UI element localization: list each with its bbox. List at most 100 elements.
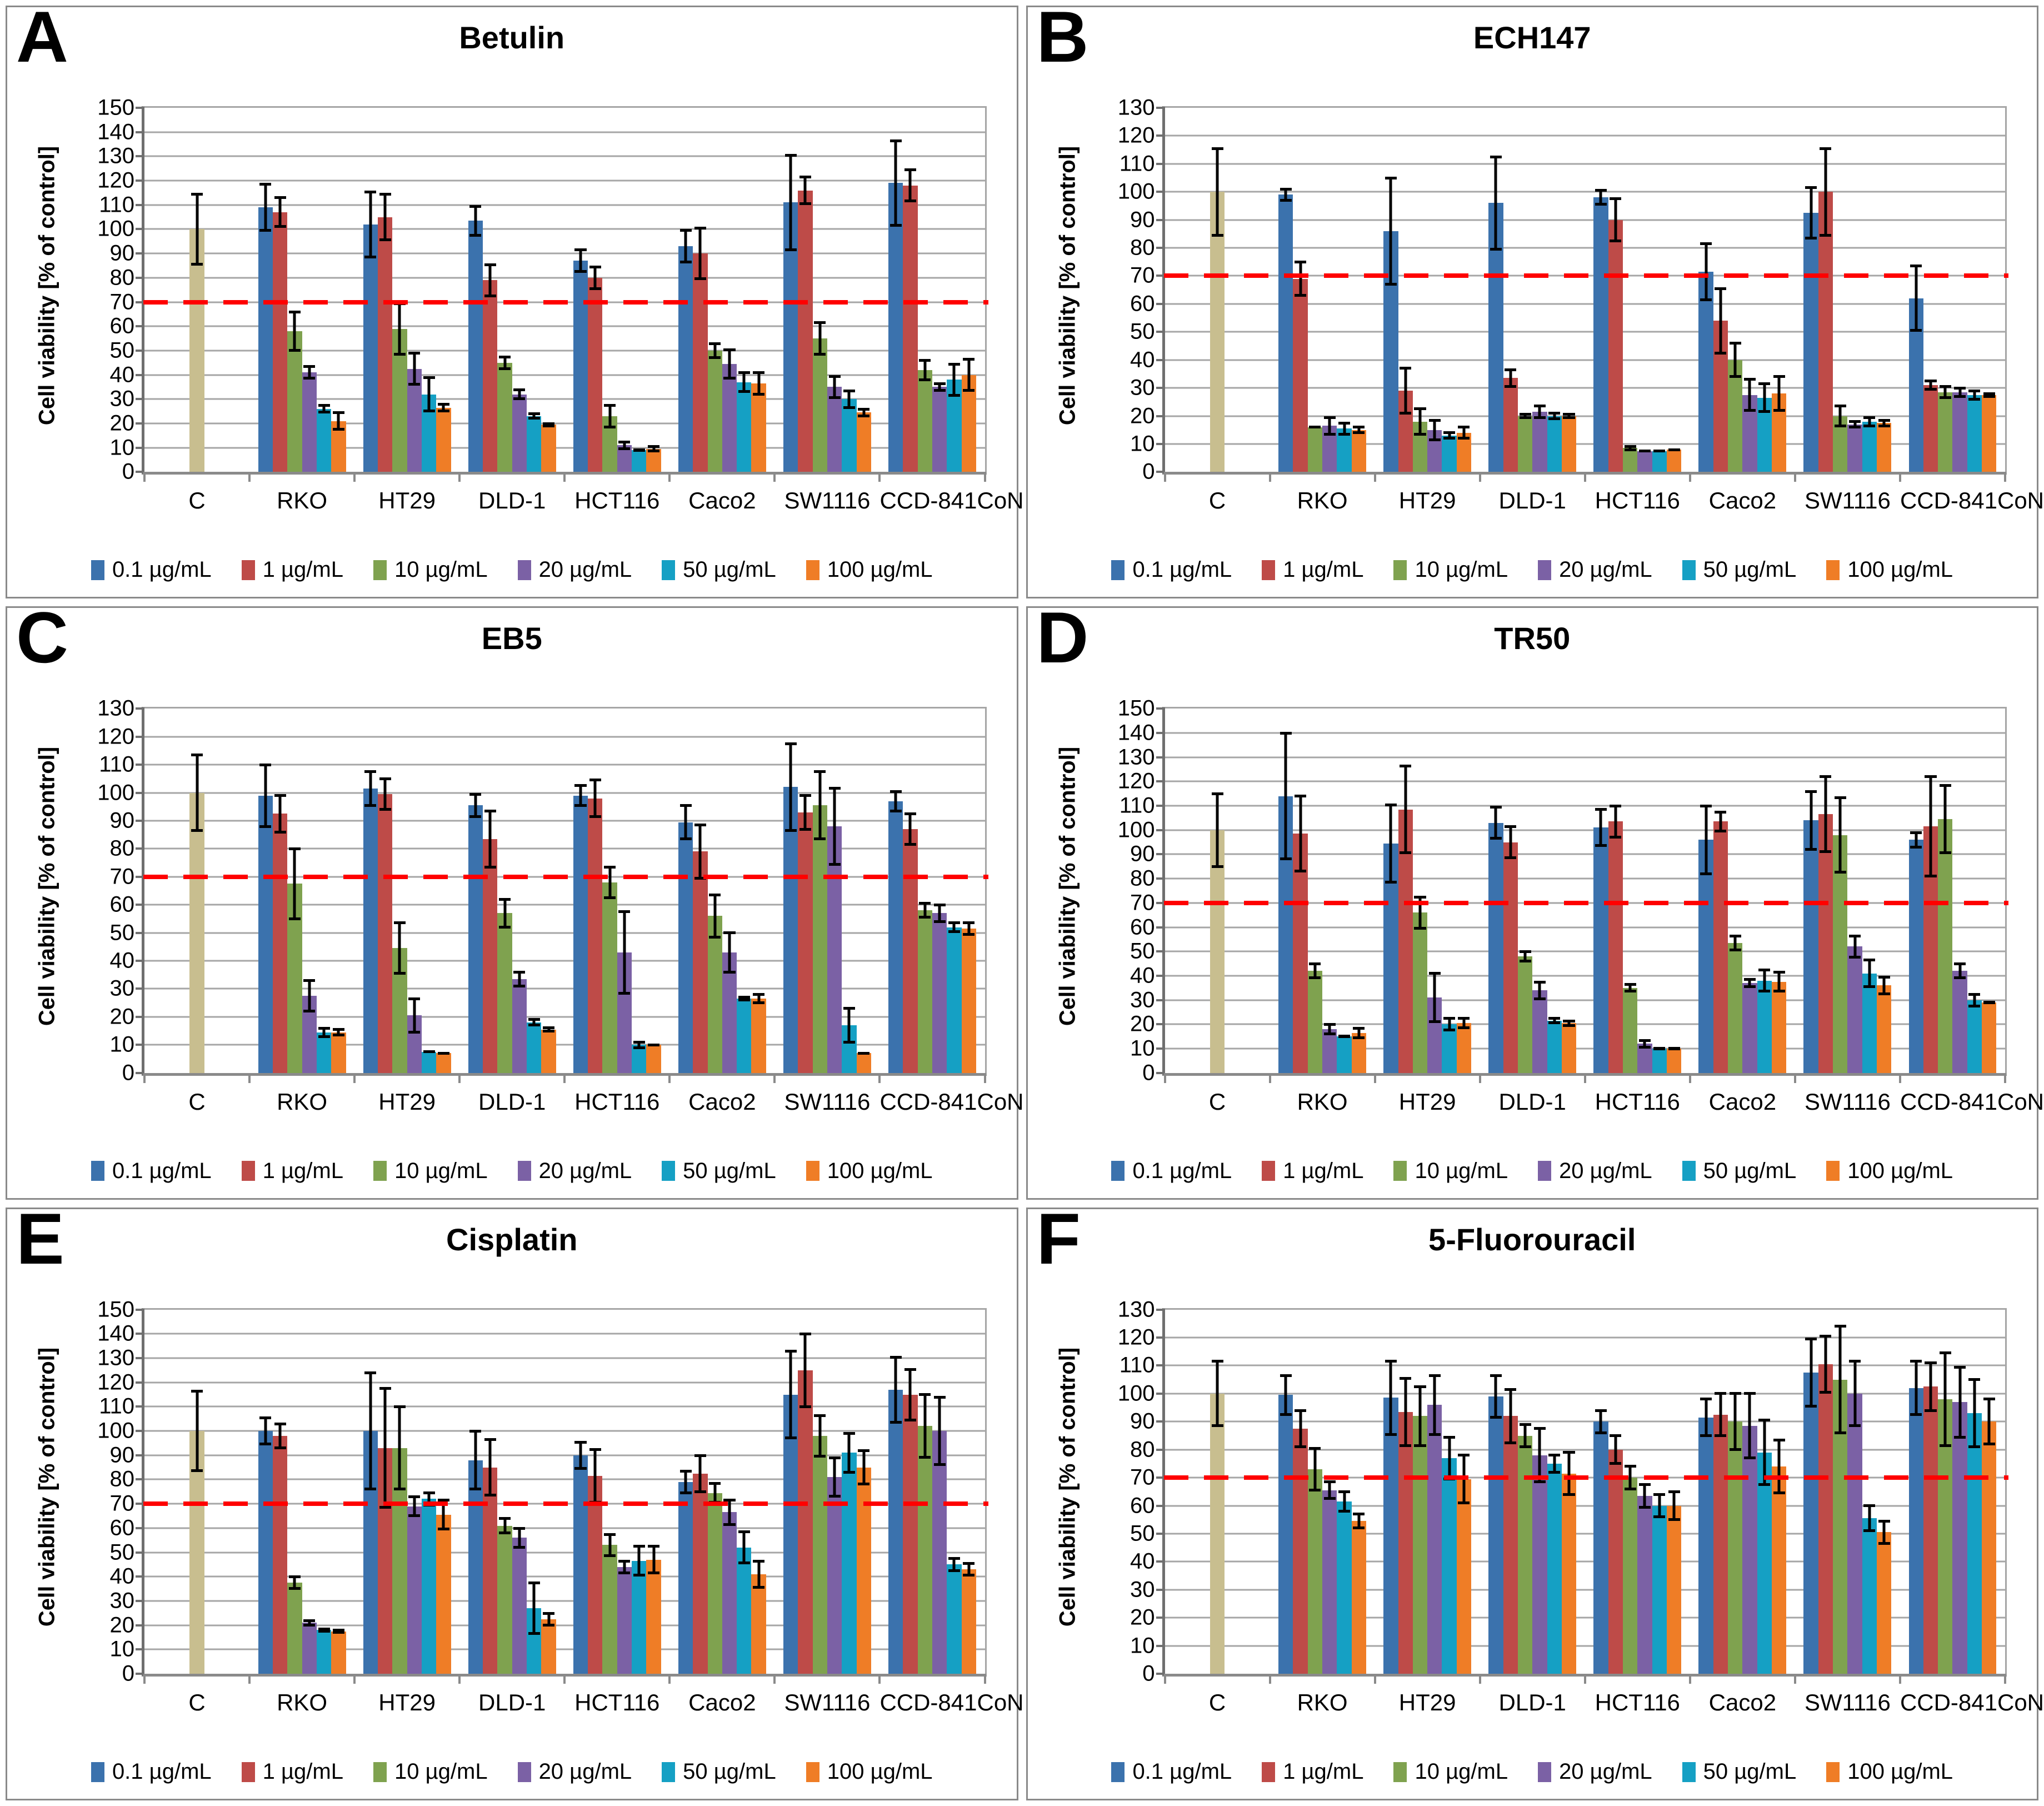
error-bar-cap-bottom bbox=[379, 808, 391, 811]
x-tick-mark bbox=[1793, 1072, 1796, 1083]
error-bar-stem bbox=[684, 804, 687, 841]
error-bar-cap-bottom bbox=[393, 972, 406, 975]
error-bar-cap-bottom bbox=[408, 383, 421, 386]
y-tick-label: 100 bbox=[1117, 1381, 1155, 1406]
error-bar-cap-bottom bbox=[423, 1050, 435, 1054]
y-tick-mark bbox=[1156, 1476, 1165, 1479]
error-bar-cap-bottom bbox=[1548, 1021, 1561, 1025]
x-category-label: CCD-841CoN bbox=[1900, 1689, 2044, 1715]
error-bar-cap-top bbox=[1758, 1419, 1771, 1422]
error-bar-stem bbox=[293, 847, 296, 920]
error-bar-cap-top bbox=[288, 1575, 301, 1579]
error-bar bbox=[1385, 1360, 1397, 1436]
gridline bbox=[144, 764, 985, 766]
error-bar-stem bbox=[1628, 445, 1632, 451]
legend: 0.1 µg/mL 1 µg/mL 10 µg/mL 20 µg/mL 50 µg/mL… bbox=[7, 557, 1017, 582]
error-bar-stem bbox=[1299, 260, 1302, 297]
error-bar-stem bbox=[698, 1454, 702, 1493]
error-bar-cap-top bbox=[1458, 1454, 1470, 1457]
bar bbox=[1398, 1411, 1413, 1674]
error-bar bbox=[1458, 1017, 1470, 1030]
bar bbox=[812, 1435, 827, 1674]
error-bar bbox=[1805, 1338, 1817, 1408]
y-tick-mark bbox=[136, 1044, 144, 1046]
error-bar bbox=[499, 355, 511, 370]
error-bar-stem bbox=[623, 1559, 626, 1574]
error-bar-cap-top bbox=[1385, 1360, 1397, 1363]
error-bar bbox=[1563, 1019, 1575, 1027]
x-tick-mark bbox=[1268, 1072, 1271, 1083]
error-bar-stem bbox=[1538, 980, 1541, 1000]
error-bar-cap-bottom bbox=[1323, 1497, 1336, 1500]
legend: 0.1 µg/mL 1 µg/mL 10 µg/mL 20 µg/mL 50 µg/mL… bbox=[1028, 1759, 2037, 1784]
error-bar-stem bbox=[1523, 950, 1527, 962]
error-bar-cap-top bbox=[408, 997, 421, 1000]
error-bar-cap-top bbox=[694, 824, 706, 827]
legend-item: 20 µg/mL bbox=[517, 557, 632, 582]
gridline bbox=[1165, 1505, 2005, 1507]
bar bbox=[632, 1560, 647, 1674]
error-bar bbox=[469, 204, 482, 237]
error-bar-cap-bottom bbox=[814, 352, 826, 356]
error-bar-cap-bottom bbox=[1505, 1441, 1517, 1444]
gridline bbox=[1165, 219, 2005, 221]
bar bbox=[646, 448, 661, 472]
error-bar-cap-bottom bbox=[604, 896, 616, 900]
error-bar-cap-top bbox=[843, 1432, 855, 1435]
error-bar-cap-top bbox=[1595, 808, 1607, 811]
x-category-label: C bbox=[1208, 487, 1226, 514]
bar bbox=[1503, 1416, 1518, 1674]
error-bar-cap-bottom bbox=[1820, 850, 1832, 854]
error-bar-cap-top bbox=[963, 921, 975, 925]
error-bar bbox=[1925, 1361, 1937, 1412]
legend-item: 10 µg/mL bbox=[1393, 1159, 1508, 1184]
gridline bbox=[144, 131, 985, 133]
legend-item: 10 µg/mL bbox=[1393, 557, 1508, 582]
error-bar-cap-bottom bbox=[1939, 396, 1951, 400]
bar bbox=[1938, 819, 1953, 1073]
error-bar-stem bbox=[1509, 368, 1512, 388]
error-bar-cap-bottom bbox=[469, 815, 482, 818]
error-bar-stem bbox=[1868, 959, 1871, 988]
gridline bbox=[1165, 1645, 2005, 1647]
error-bar-stem bbox=[1929, 379, 1932, 391]
x-category-label: Caco2 bbox=[1708, 1088, 1777, 1115]
y-tick-label: 20 bbox=[1130, 1011, 1155, 1036]
error-bar bbox=[303, 979, 316, 1013]
y-tick-mark bbox=[1156, 191, 1165, 193]
error-bar-stem bbox=[398, 921, 401, 975]
error-bar-stem bbox=[322, 404, 326, 414]
y-tick-label: 90 bbox=[1130, 207, 1155, 232]
gridline bbox=[1165, 1047, 2005, 1050]
error-bar-cap-bottom bbox=[1385, 1433, 1397, 1436]
error-bar-cap-bottom bbox=[933, 920, 946, 923]
legend-label: 100 µg/mL bbox=[827, 557, 933, 582]
y-tick-mark bbox=[136, 1454, 144, 1456]
error-bar-stem bbox=[593, 779, 597, 818]
y-tick-mark bbox=[1156, 853, 1165, 856]
y-tick-mark bbox=[136, 349, 144, 352]
error-bar-cap-top bbox=[618, 910, 631, 914]
bar bbox=[1742, 983, 1757, 1073]
error-bar bbox=[843, 389, 855, 409]
gridline bbox=[1165, 756, 2005, 759]
y-tick-label: 50 bbox=[109, 920, 135, 945]
error-bar-cap-top bbox=[633, 1040, 645, 1044]
x-category-label: CCD-841CoN bbox=[1900, 1088, 2044, 1115]
x-tick-mark bbox=[1793, 1674, 1796, 1684]
error-bar-cap-bottom bbox=[1428, 1433, 1441, 1436]
legend-swatch-icon bbox=[662, 560, 676, 580]
bar bbox=[1967, 395, 1982, 472]
bar bbox=[1608, 821, 1623, 1073]
bar bbox=[1307, 427, 1323, 472]
error-bar bbox=[259, 183, 272, 232]
error-bar-cap-bottom bbox=[274, 1446, 286, 1449]
error-bar-cap-top bbox=[889, 790, 902, 793]
x-tick-mark bbox=[2004, 1674, 2006, 1684]
error-bar-stem bbox=[742, 1530, 746, 1565]
error-bar-cap-top bbox=[574, 1440, 587, 1444]
error-bar bbox=[1519, 1423, 1531, 1449]
error-bar-cap-bottom bbox=[1490, 837, 1502, 840]
legend-label: 20 µg/mL bbox=[1559, 1158, 1652, 1183]
bar bbox=[1818, 814, 1833, 1073]
